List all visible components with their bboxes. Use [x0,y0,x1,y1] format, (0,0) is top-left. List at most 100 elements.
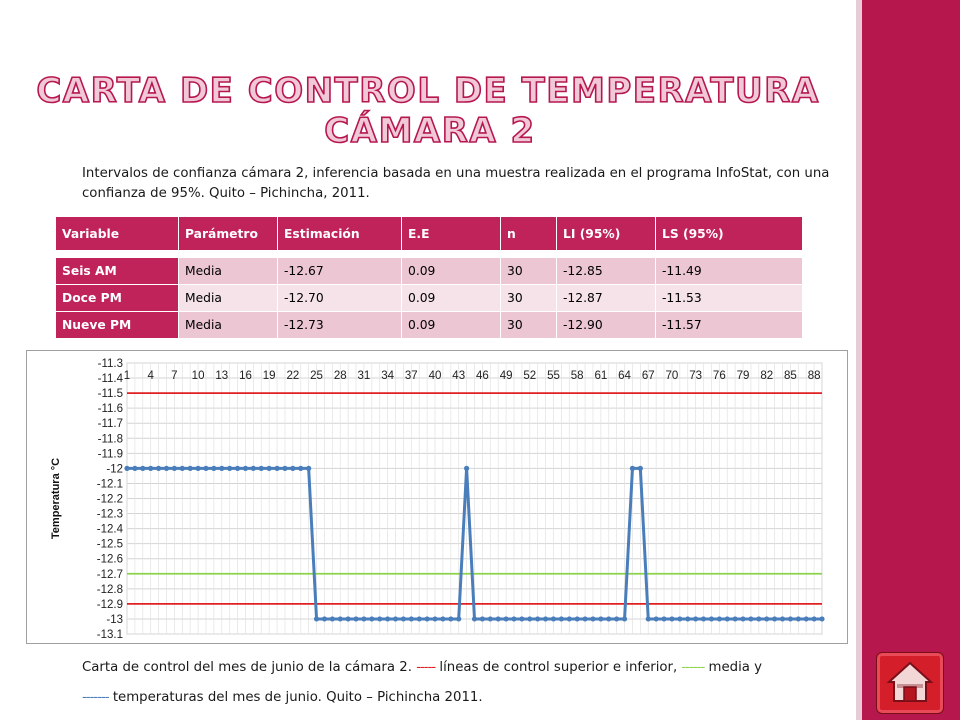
table-row: Seis AM Media -12.67 0.09 30 -12.85 -11.… [55,257,803,285]
x-tick-label: 7 [171,370,177,382]
data-point [716,616,722,622]
data-point [661,616,667,622]
table-cell: -12.73 [277,311,402,339]
data-point [369,616,375,622]
data-point [250,465,256,471]
y-tick-label: -12.7 [97,569,123,581]
data-point [637,465,643,471]
data-point [392,616,399,622]
y-tick-label: -11.7 [98,418,123,430]
data-point [321,616,328,622]
y-tick-label: -12.3 [97,509,123,521]
data-point [621,616,628,622]
side-bar-edge [856,0,862,720]
y-tick-label: -12.9 [97,599,123,611]
x-tick-label: 34 [381,370,394,382]
header-li: LI (95%) [556,216,656,251]
data-point [456,616,462,622]
x-tick-label: 58 [571,370,584,382]
data-point [653,616,659,622]
table-cell: -12.67 [277,257,402,285]
control-chart: -11.3 -11.4 -11.5 -11.6 -11.7 -11.8 -11.9 -12 -1… [26,350,848,644]
caption-text-a: Carta de control del mes de junio de la … [82,660,412,675]
header-estimacion: Estimación [277,216,402,251]
y-tick-label: -12.8 [97,584,123,596]
table-cell: -12.90 [556,311,656,339]
intro-text: Intervalos de confianza cámara 2, infere… [82,166,830,201]
data-point [614,616,620,622]
data-point [582,616,588,622]
table-cell: Media [178,284,278,312]
table-cell: 0.09 [401,311,501,339]
data-point [677,616,683,622]
confidence-table: Variable Parámetro Estimación E.E n LI (… [55,216,803,339]
y-tick-label: -11.3 [98,358,123,370]
x-tick-label: 22 [286,370,299,382]
x-tick-label: 40 [429,370,442,382]
x-tick-label: 46 [476,370,489,382]
control-chart-svg: -11.3 -11.4 -11.5 -11.6 -11.7 -11.8 -11.9 -12 -1… [50,358,825,641]
row-label: Seis AM [55,257,179,285]
data-point [464,465,470,471]
data-point [772,616,778,622]
y-tick-label: -12.2 [97,494,123,506]
data-point [187,465,193,471]
y-axis-label: Temperatura °C [50,458,62,539]
y-tick-label: -11.5 [98,388,123,400]
y-tick-label: -11.6 [98,403,123,415]
data-point [566,616,572,622]
data-point [708,616,715,622]
y-tick-label: -12.5 [97,539,123,551]
data-point [495,616,501,622]
caption-text-b: líneas de control superior e inferior, [439,660,678,675]
data-point [779,616,786,622]
data-point [700,616,707,622]
data-point [282,465,288,471]
title-text-2: CÁMARA 2 [324,110,535,151]
data-point [693,616,699,622]
y-tick-label: -12.1 [97,478,123,490]
y-tick-label: -12.6 [97,554,123,566]
home-button[interactable] [876,652,944,714]
data-point [211,465,217,471]
data-point [542,616,549,622]
data-point [519,616,525,622]
data-point [527,616,533,622]
data-point [274,465,280,471]
data-point [740,616,746,622]
data-point [550,616,557,622]
x-tick-label: 1 [124,370,130,382]
x-tick-label: 37 [405,370,418,382]
data-point [179,465,185,471]
data-point [416,616,422,622]
caption-dash-green: ------ [681,660,705,675]
data-point [171,465,177,471]
data-point [353,616,359,622]
data-point [590,616,596,622]
x-tick-label: 76 [713,370,726,382]
data-point [242,465,249,471]
data-point [479,616,485,622]
data-point [148,465,154,471]
x-tick-label: 61 [594,370,607,382]
table-cell: 0.09 [401,284,501,312]
x-tick-label: 67 [642,370,655,382]
x-tick-label: 64 [618,370,631,382]
data-point [685,616,691,622]
data-point [748,616,754,622]
row-label: Nueve PM [55,311,179,339]
data-point [558,616,564,622]
table-cell: -12.87 [556,284,656,312]
data-point [424,616,430,622]
data-point [574,616,580,622]
title-line-1-svg: CARTA DE CONTROL DE TEMPERATURA [36,70,819,112]
data-point [629,465,636,471]
table-cell: 30 [500,257,557,285]
header-variable: Variable [55,216,179,251]
data-point [487,616,493,622]
data-point [219,465,225,471]
caption-dash-red: ----- [416,660,436,675]
data-point [132,465,138,471]
x-tick-label: 25 [310,370,323,382]
side-accent-bar [856,0,960,720]
